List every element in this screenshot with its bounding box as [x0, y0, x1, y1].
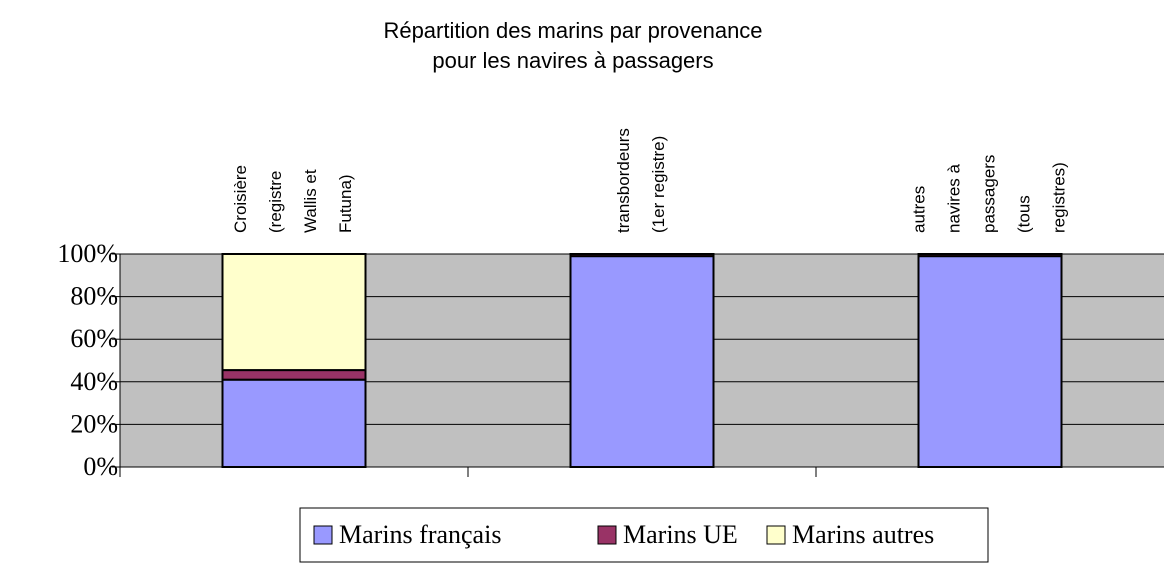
category-label: Futuna)	[336, 174, 355, 233]
category-label: autres	[909, 186, 928, 233]
bar-segment	[569, 253, 715, 258]
y-tick-label: 80%	[70, 282, 118, 311]
y-tick-label: 60%	[70, 324, 118, 353]
chart-title: Répartition des marins par provenance	[383, 18, 762, 43]
category-label: (1er registre)	[649, 136, 668, 233]
category-label: (registre	[266, 171, 285, 233]
category-label: registres)	[1049, 162, 1068, 233]
legend-swatch	[597, 525, 617, 545]
legend-label: Marins français	[339, 520, 501, 549]
bar-segment	[917, 253, 1063, 258]
bar-segment	[569, 255, 715, 468]
bar-segment	[221, 378, 367, 469]
legend-box	[299, 507, 989, 563]
y-tick-label: 100%	[57, 239, 118, 268]
legend-label: Marins UE	[623, 520, 738, 549]
y-tick-label: 40%	[70, 367, 118, 396]
category-label: Wallis et	[301, 169, 320, 233]
bar-segment	[917, 255, 1063, 468]
legend-swatch	[313, 525, 333, 545]
chart-title: pour les navires à passagers	[432, 48, 713, 73]
legend-label: Marins autres	[792, 520, 934, 549]
y-tick-label: 20%	[70, 409, 118, 438]
category-label: passagers	[979, 155, 998, 233]
y-tick-label: 0%	[83, 452, 118, 481]
category-label: navires à	[944, 163, 963, 233]
legend-swatch	[766, 525, 786, 545]
category-label: transbordeurs	[614, 128, 633, 233]
category-label: (tous	[1014, 195, 1033, 233]
category-label: Croisière	[231, 165, 250, 233]
bar-segment	[221, 369, 367, 381]
bar-segment	[221, 253, 367, 372]
